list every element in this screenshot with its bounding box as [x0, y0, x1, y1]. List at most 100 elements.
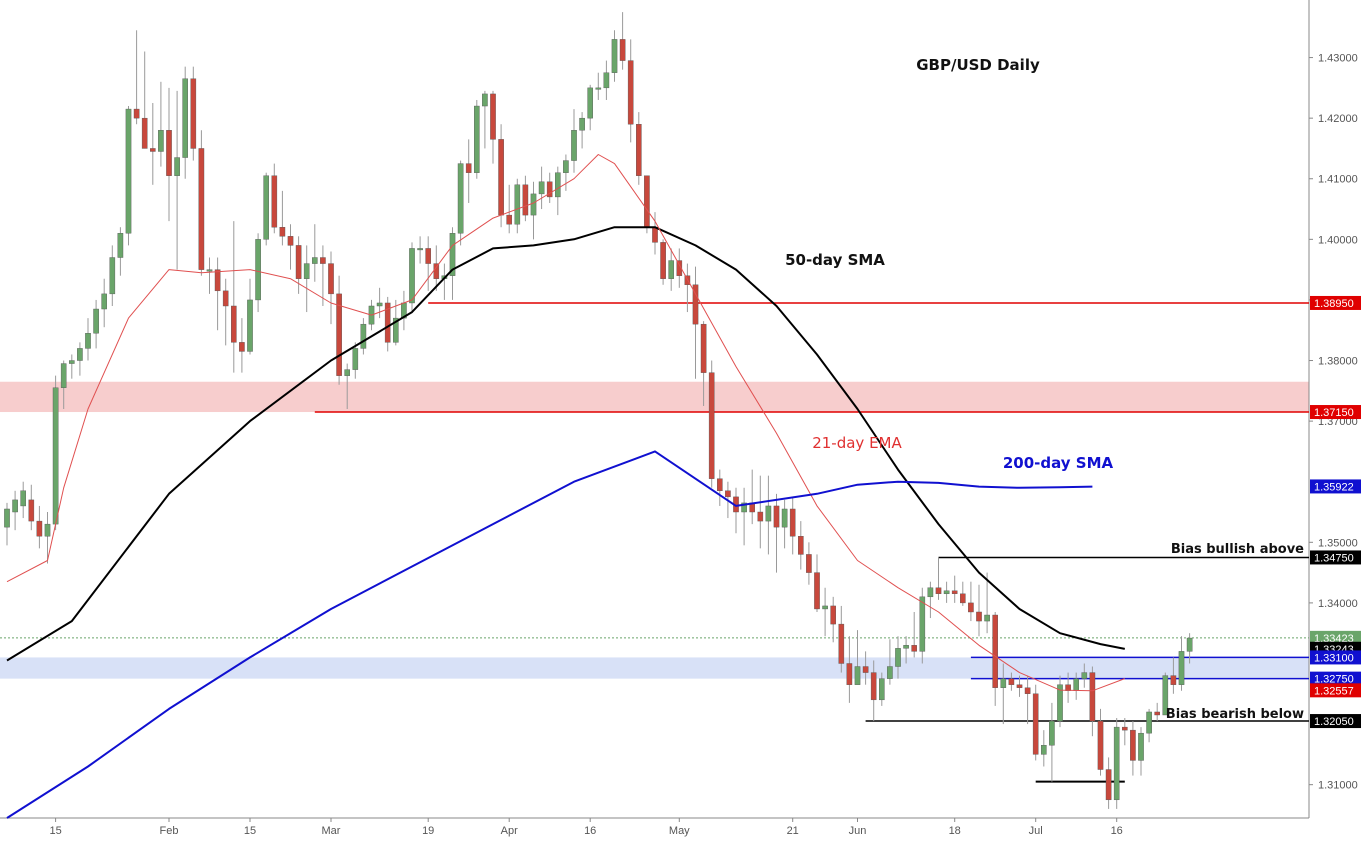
candle-body	[1016, 684, 1023, 688]
candle-body	[644, 175, 650, 228]
candle-body	[862, 666, 869, 673]
candle	[595, 72, 602, 100]
candle	[352, 342, 359, 379]
candle	[101, 278, 107, 328]
candle-body	[1097, 720, 1104, 770]
candle-body	[255, 239, 261, 301]
price-tag-bg	[1310, 650, 1361, 665]
candle	[935, 557, 942, 600]
candle	[1040, 730, 1047, 767]
price-tag-bg	[1310, 550, 1361, 565]
candle-body	[1105, 769, 1112, 801]
candle	[198, 130, 205, 276]
candle	[320, 245, 326, 306]
candle-body	[773, 505, 780, 528]
candle-body	[60, 363, 67, 388]
candle-body	[287, 236, 294, 246]
candle	[1089, 666, 1096, 737]
candle-body	[522, 184, 529, 216]
price-tag-bg	[1310, 683, 1361, 698]
candle-body	[1032, 693, 1039, 755]
candle-body	[611, 39, 618, 73]
candle-body	[555, 172, 561, 198]
candle-body	[465, 163, 472, 173]
candle	[895, 636, 901, 679]
candle	[887, 639, 893, 685]
candle	[538, 166, 545, 210]
candle	[239, 318, 245, 373]
candle-body	[214, 269, 221, 292]
price-tag: 1.32557	[1310, 683, 1361, 698]
candle-body	[1113, 726, 1120, 801]
candle-body	[822, 605, 828, 610]
price-zones	[0, 381, 1309, 679]
candle	[1186, 633, 1193, 664]
candle	[960, 581, 966, 606]
candle-body	[93, 308, 99, 334]
candle	[700, 321, 707, 406]
candle	[182, 66, 189, 179]
candle	[1008, 672, 1015, 691]
candle-body	[1008, 678, 1015, 685]
candle-body	[141, 117, 148, 149]
ma-line-200-day-sma	[6, 450, 1093, 819]
candle-body	[992, 614, 998, 688]
x-tick-label: May	[669, 825, 690, 837]
candle-body	[652, 227, 658, 243]
candle-body	[830, 605, 836, 625]
candle	[684, 263, 691, 313]
price-tags: 1.389501.371501.359221.347501.334231.332…	[1310, 295, 1361, 729]
moving-averages	[6, 154, 1125, 819]
y-tick-label: 1.37000	[1318, 416, 1358, 428]
candle	[984, 572, 990, 634]
candle	[279, 190, 286, 246]
candle-body	[927, 587, 934, 598]
candle	[449, 227, 456, 300]
candle	[636, 112, 642, 185]
candle-body	[935, 587, 942, 595]
candle	[506, 184, 513, 234]
candle	[1154, 702, 1160, 722]
candle	[733, 487, 739, 534]
candle-body	[425, 248, 432, 264]
candle	[1178, 636, 1185, 691]
candle-body	[765, 505, 772, 522]
candle	[230, 221, 237, 373]
candle-body	[619, 39, 626, 61]
x-tick-label: Jul	[1029, 825, 1043, 837]
candle	[741, 487, 747, 546]
y-tick-label: 1.43000	[1318, 53, 1358, 65]
candle	[109, 245, 116, 306]
candle-body	[433, 263, 440, 279]
candle	[951, 575, 958, 603]
candle-body	[911, 645, 917, 652]
candle	[190, 66, 197, 161]
candle	[676, 248, 683, 288]
candle	[943, 581, 950, 603]
candle-body	[449, 233, 456, 276]
price-tag-bg	[1310, 714, 1361, 729]
candle	[336, 275, 342, 385]
candle-body	[352, 348, 359, 370]
candle	[627, 39, 634, 143]
candle	[522, 175, 529, 222]
candle-body	[312, 257, 318, 264]
candle-body	[563, 160, 569, 173]
candle-body	[174, 157, 180, 176]
candle	[1113, 718, 1120, 809]
candle-body	[1057, 684, 1063, 722]
price-tag-bg	[1310, 295, 1361, 310]
ma-line-50-day-sma	[6, 226, 1125, 662]
candle	[798, 521, 804, 570]
candle	[749, 469, 755, 525]
y-tick-label: 1.34000	[1318, 598, 1358, 610]
candle	[546, 172, 553, 203]
candle-body	[846, 663, 853, 685]
price-tag-label: 1.32750	[1314, 674, 1354, 686]
candle-body	[1000, 678, 1007, 688]
y-tick-label: 1.42000	[1318, 113, 1358, 125]
candle	[263, 172, 270, 246]
candle	[911, 611, 917, 658]
candle-body	[28, 499, 35, 522]
candle	[830, 596, 836, 643]
